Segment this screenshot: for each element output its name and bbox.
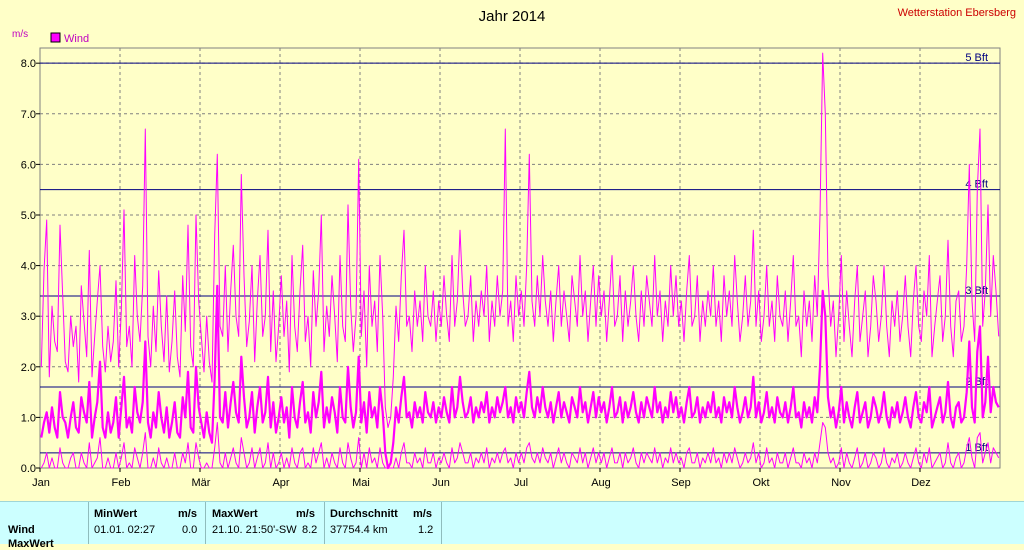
row-label-wind: Wind: [8, 524, 35, 536]
y-tick-label: 4.0: [21, 261, 36, 273]
table-divider: [441, 502, 442, 544]
y-tick-label: 3.0: [21, 311, 36, 323]
beaufort-label: 5 Bft: [965, 52, 988, 64]
x-tick-label: Mai: [352, 477, 370, 489]
min-date: 01.01. 02:27: [94, 524, 156, 536]
chart-title: Jahr 2014: [479, 8, 546, 25]
col-header-max: MaxWert: [212, 508, 258, 520]
series-line-average-thick: [40, 284, 1000, 470]
stats-table: MinWert m/s MaxWert m/s Durchschnitt m/s…: [0, 501, 1024, 550]
x-tick-label: Nov: [831, 477, 851, 489]
col-unit-avg: m/s: [413, 508, 432, 520]
table-divider: [88, 502, 89, 544]
chart: Jahr 2014 Wetterstation Ebersberg m/s Wi…: [12, 7, 1016, 489]
max-date: 21.10. 21:50'-SW: [212, 524, 297, 536]
series-line-max-thin: [40, 52, 1000, 428]
x-tick-label: Feb: [112, 477, 131, 489]
y-tick-label: 7.0: [21, 109, 36, 121]
col-unit-max: m/s: [296, 508, 315, 520]
table-divider: [205, 502, 206, 544]
y-tick-label: 1.0: [21, 412, 36, 424]
y-tick-label: 0.0: [21, 463, 36, 475]
beaufort-label: 4 Bft: [965, 179, 988, 191]
x-tick-label: Aug: [591, 477, 611, 489]
x-tick-label: Jun: [432, 477, 450, 489]
x-tick-label: Jul: [514, 477, 528, 489]
y-tick-label: 6.0: [21, 159, 36, 171]
row-label-maxwert: MaxWert: [8, 538, 54, 550]
x-tick-label: Mär: [192, 477, 211, 489]
min-value: 0.0: [182, 524, 198, 536]
x-tick-label: Dez: [911, 477, 931, 489]
table-divider: [324, 502, 325, 544]
x-ticks: Jan Feb Mär Apr Mai Jun Jul Aug Sep Okt Nov Dez: [32, 468, 931, 489]
x-tick-label: Sep: [671, 477, 691, 489]
station-name: Wetterstation Ebersberg: [898, 7, 1016, 19]
y-tick-label: 8.0: [21, 58, 36, 70]
series-line-min-thin: [40, 422, 1000, 469]
avg-value: 1.2: [418, 524, 434, 536]
legend-swatch: [50, 32, 61, 43]
avg-distance: 37754.4 km: [330, 524, 388, 536]
legend-label-wind: Wind: [64, 33, 89, 45]
y-tick-label: 5.0: [21, 210, 36, 222]
col-header-min: MinWert: [94, 508, 138, 520]
x-tick-label: Okt: [752, 477, 769, 489]
y-ticks: 0.0 1.0 2.0 3.0 4.0 5.0 6.0 7.0 8.0: [21, 58, 40, 475]
max-value: 8.2: [302, 524, 318, 536]
x-tick-label: Jan: [32, 477, 50, 489]
x-tick-label: Apr: [272, 477, 289, 489]
y-axis-unit: m/s: [12, 29, 28, 40]
col-unit-min: m/s: [178, 508, 197, 520]
col-header-avg: Durchschnitt: [330, 508, 398, 520]
series: [40, 52, 1000, 470]
y-tick-label: 2.0: [21, 362, 36, 374]
